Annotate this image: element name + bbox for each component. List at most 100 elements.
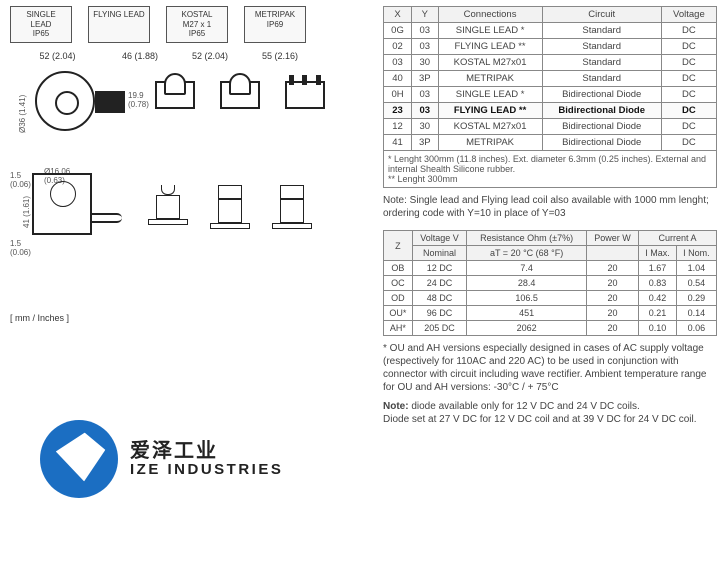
table-row: AH*205 DC2062200.100.06 — [384, 321, 717, 336]
table-cell: 3P — [412, 135, 439, 151]
table-row: 0G03SINGLE LEAD *StandardDC — [384, 23, 717, 39]
unit-label: [ mm / Inches ] — [10, 313, 375, 323]
table-cell: 3P — [412, 71, 439, 87]
connector-type-boxes: SINGLE LEAD IP65 FLYING LEAD KOSTAL M27 … — [10, 6, 375, 43]
table-cell: 205 DC — [412, 321, 467, 336]
table-cell: SINGLE LEAD * — [438, 87, 542, 103]
table-cell: 12 — [384, 119, 412, 135]
table-cell: 20 — [586, 306, 638, 321]
table-cell: 20 — [586, 321, 638, 336]
table-cell: Standard — [542, 71, 661, 87]
table-cell: 02 — [384, 39, 412, 55]
col-circuit: Circuit — [542, 7, 661, 23]
front-drawings: Ø36 (1.41) 19.9 (0.78) — [10, 63, 375, 173]
table-row: 2303FLYING LEAD **Bidirectional DiodeDC — [384, 103, 717, 119]
connector-side-drawing — [148, 185, 188, 225]
table-cell: 7.4 — [467, 261, 587, 276]
table-cell: 0.42 — [639, 291, 677, 306]
dim-label: 52 (2.04) — [10, 51, 105, 61]
col-z: Z — [384, 231, 413, 261]
box-label: METRIPAK — [249, 10, 301, 20]
logo-cn-text: 爱泽工业 — [130, 440, 283, 462]
table-cell: 0.83 — [639, 276, 677, 291]
table-cell: 0.29 — [676, 291, 716, 306]
table-cell: DC — [661, 55, 716, 71]
logo-mark-icon — [40, 420, 118, 498]
dim-bot: 1.5 (0.06) — [10, 239, 31, 257]
table-cell: 30 — [412, 55, 439, 71]
table-cell: 0.21 — [639, 306, 677, 321]
table-cell: 03 — [412, 39, 439, 55]
table-cell: DC — [661, 39, 716, 55]
table-cell: 20 — [586, 261, 638, 276]
table-row: 0H03SINGLE LEAD *Bidirectional DiodeDC — [384, 87, 717, 103]
box-label: IP65 — [171, 29, 223, 39]
dim-inner: 19.9 (0.78) — [128, 91, 149, 109]
table-cell: KOSTAL M27x01 — [438, 55, 542, 71]
side-drawings: 1.5 (0.06) Ø16.06 (0.63) 41 (1.61) 1.5 (… — [10, 173, 375, 303]
note-lead-length: Note: Single lead and Flying lead coil a… — [383, 194, 717, 220]
col-res: Resistance Ohm (±7%) — [467, 231, 587, 246]
table-cell: 0.14 — [676, 306, 716, 321]
table-row: OU*96 DC451200.210.14 — [384, 306, 717, 321]
table-cell: 0.54 — [676, 276, 716, 291]
table-cell: 451 — [467, 306, 587, 321]
box-label: IP65 — [15, 29, 67, 39]
box-label: M27 x 1 — [171, 20, 223, 30]
table-cell: OD — [384, 291, 413, 306]
table1-footnote: * Lenght 300mm (11.8 inches). Ext. diame… — [384, 151, 717, 188]
table-cell: 20 — [586, 276, 638, 291]
box-flying-lead: FLYING LEAD — [88, 6, 150, 43]
connector-drawing — [220, 81, 260, 119]
table-row: 0330KOSTAL M27x01StandardDC — [384, 55, 717, 71]
company-logo: 爱泽工业 IZE INDUSTRIES — [40, 420, 283, 498]
table-row: 1230KOSTAL M27x01Bidirectional DiodeDC — [384, 119, 717, 135]
table-cell: 03 — [384, 55, 412, 71]
coil-ring-icon — [35, 71, 95, 131]
col-inom: I Nom. — [676, 246, 716, 261]
connections-table: X Y Connections Circuit Voltage 0G03SING… — [383, 6, 717, 188]
table-cell: Standard — [542, 55, 661, 71]
table-cell: 41 — [384, 135, 412, 151]
dim-dia: Ø36 (1.41) — [18, 95, 27, 133]
note-diode: Note: diode available only for 12 V DC a… — [383, 400, 717, 426]
dim-side-h: 41 (1.61) — [22, 196, 31, 228]
table-cell: DC — [661, 71, 716, 87]
table-cell: Bidirectional Diode — [542, 87, 661, 103]
table-cell: Standard — [542, 39, 661, 55]
table-cell: 48 DC — [412, 291, 467, 306]
table-cell: SINGLE LEAD * — [438, 23, 542, 39]
table-cell: 03 — [412, 87, 439, 103]
table-cell: Bidirectional Diode — [542, 103, 661, 119]
table-cell: Bidirectional Diode — [542, 135, 661, 151]
table-cell: Standard — [542, 23, 661, 39]
col-pow: Power W — [586, 231, 638, 246]
coil-stub-icon — [95, 91, 125, 113]
col-cur: Current A — [639, 231, 717, 246]
table-row: OD48 DC106.5200.420.29 — [384, 291, 717, 306]
box-label: SINGLE LEAD — [15, 10, 67, 29]
table-cell: DC — [661, 87, 716, 103]
table-cell: OC — [384, 276, 413, 291]
table-row: 413PMETRIPAKBidirectional DiodeDC — [384, 135, 717, 151]
coil-side-icon — [32, 173, 92, 235]
table-cell: Bidirectional Diode — [542, 119, 661, 135]
table-cell: DC — [661, 135, 716, 151]
col-imax: I Max. — [639, 246, 677, 261]
dim-label: 55 (2.16) — [245, 51, 315, 61]
col-voltv: Voltage V — [412, 231, 467, 246]
table-cell: 106.5 — [467, 291, 587, 306]
table-cell: 0G — [384, 23, 412, 39]
table-row: 403PMETRIPAKStandardDC — [384, 71, 717, 87]
box-label: IP69 — [249, 20, 301, 30]
box-single-lead: SINGLE LEAD IP65 — [10, 6, 72, 43]
cable-icon — [92, 213, 122, 223]
col-at: aT = 20 °C (68 °F) — [467, 246, 587, 261]
box-label: FLYING LEAD — [93, 10, 145, 20]
table-cell: 96 DC — [412, 306, 467, 321]
table-cell: 03 — [412, 23, 439, 39]
table-cell: AH* — [384, 321, 413, 336]
col-volt: Voltage — [661, 7, 716, 23]
electrical-table: Z Voltage V Resistance Ohm (±7%) Power W… — [383, 230, 717, 336]
box-metripak: METRIPAK IP69 — [244, 6, 306, 43]
